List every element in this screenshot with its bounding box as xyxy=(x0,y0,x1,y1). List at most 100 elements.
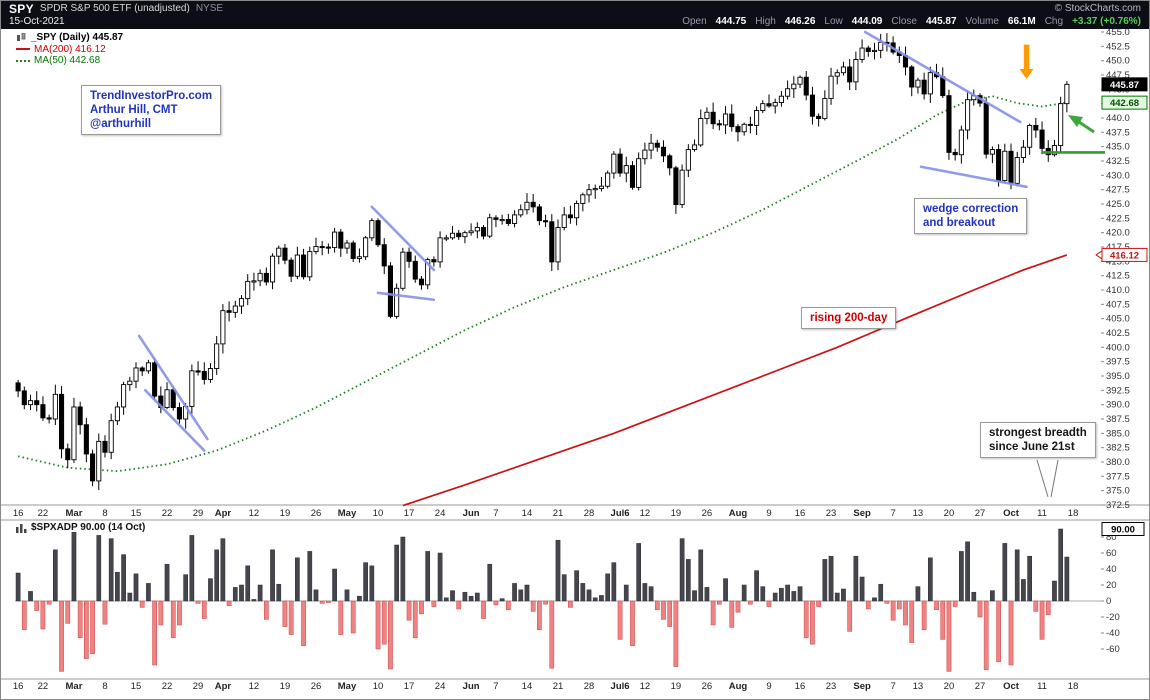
volume-value: 66.1M xyxy=(1007,16,1036,27)
svg-text:19: 19 xyxy=(671,681,682,692)
svg-text:7: 7 xyxy=(890,508,895,519)
legend-ma50-row: MA(50) 442.68 xyxy=(16,55,123,67)
svg-text:-40: -40 xyxy=(1106,628,1120,639)
wedge-annotation: wedge correction and breakout xyxy=(914,198,1028,234)
svg-text:-20: -20 xyxy=(1106,612,1120,623)
rising-200-day-annotation: rising 200-day xyxy=(801,307,897,329)
svg-text:15: 15 xyxy=(131,508,142,519)
svg-text:16: 16 xyxy=(13,681,24,692)
svg-text:Sep: Sep xyxy=(853,508,871,519)
open-label: Open xyxy=(682,16,707,27)
svg-text:397.5: 397.5 xyxy=(1106,357,1130,368)
svg-text:21: 21 xyxy=(553,508,564,519)
svg-text:Jun: Jun xyxy=(463,508,480,519)
ma50-line-swatch xyxy=(16,59,30,62)
svg-text:11: 11 xyxy=(1037,681,1047,692)
svg-text:22: 22 xyxy=(162,508,173,519)
high-label: High xyxy=(755,16,776,27)
svg-text:387.5: 387.5 xyxy=(1106,414,1130,425)
svg-text:14: 14 xyxy=(522,508,533,519)
svg-text:18: 18 xyxy=(1068,681,1079,692)
svg-text:410.0: 410.0 xyxy=(1106,285,1130,296)
svg-text:-60: -60 xyxy=(1106,644,1120,655)
svg-text:20: 20 xyxy=(944,681,955,692)
breadth-panel-legend: $SPXADP 90.00 (14 Oct) xyxy=(16,522,145,533)
svg-text:14: 14 xyxy=(522,681,533,692)
breadth-legend-label: $SPXADP 90.00 (14 Oct) xyxy=(31,522,146,533)
svg-text:May: May xyxy=(338,681,357,692)
svg-text:24: 24 xyxy=(435,508,446,519)
svg-text:9: 9 xyxy=(766,681,771,692)
svg-text:390.0: 390.0 xyxy=(1106,400,1130,411)
credit-line-2: Arthur Hill, CMT xyxy=(90,104,178,116)
breadth-line-2: since June 21st xyxy=(989,441,1075,453)
svg-text:22: 22 xyxy=(162,681,173,692)
svg-text:17: 17 xyxy=(404,508,415,519)
svg-text:7: 7 xyxy=(493,508,498,519)
svg-text:Jul6: Jul6 xyxy=(611,681,630,692)
ma200-line-swatch xyxy=(16,48,30,51)
svg-text:26: 26 xyxy=(702,681,713,692)
close-value: 445.87 xyxy=(925,16,957,27)
stockcharts-copyright-link[interactable]: © StockCharts.com xyxy=(1054,3,1141,14)
main-chart-legend: _SPY (Daily) 445.87 MA(200) 416.12 MA(50… xyxy=(16,32,123,67)
svg-text:18: 18 xyxy=(1068,508,1079,519)
svg-text:407.5: 407.5 xyxy=(1106,299,1130,310)
svg-text:19: 19 xyxy=(280,681,291,692)
svg-text:8: 8 xyxy=(102,681,107,692)
svg-text:26: 26 xyxy=(702,508,713,519)
chart-date: 15-Oct-2021 xyxy=(9,16,65,27)
svg-text:16: 16 xyxy=(795,508,806,519)
svg-text:417.5: 417.5 xyxy=(1106,242,1130,253)
svg-text:22: 22 xyxy=(38,681,49,692)
svg-text:28: 28 xyxy=(584,508,595,519)
security-name: SPDR S&P 500 ETF (unadjusted) xyxy=(39,3,190,14)
svg-text:11: 11 xyxy=(1037,508,1047,519)
svg-text:385.0: 385.0 xyxy=(1106,428,1130,439)
chg-value: +3.37 (+0.76%) xyxy=(1072,16,1141,27)
svg-text:Oct: Oct xyxy=(1003,508,1020,519)
svg-text:7: 7 xyxy=(890,681,895,692)
svg-text:21: 21 xyxy=(553,681,564,692)
svg-text:May: May xyxy=(338,508,357,519)
svg-text:13: 13 xyxy=(913,508,924,519)
svg-text:16: 16 xyxy=(795,681,806,692)
svg-text:9: 9 xyxy=(766,508,771,519)
svg-text:405.0: 405.0 xyxy=(1106,314,1130,325)
svg-text:432.5: 432.5 xyxy=(1106,156,1130,167)
svg-text:422.5: 422.5 xyxy=(1106,213,1130,224)
candlestick-chart-icon xyxy=(17,32,26,41)
breadth-line-1: strongest breadth xyxy=(989,427,1087,439)
svg-text:377.5: 377.5 xyxy=(1106,471,1130,482)
credit-line-1: TrendInvestorPro.com xyxy=(90,90,213,102)
svg-text:27: 27 xyxy=(975,508,986,519)
svg-text:440.0: 440.0 xyxy=(1106,113,1130,124)
low-value: 444.09 xyxy=(851,16,883,27)
svg-text:26: 26 xyxy=(311,508,322,519)
svg-text:13: 13 xyxy=(913,681,924,692)
svg-text:Sep: Sep xyxy=(853,681,871,692)
svg-text:12: 12 xyxy=(640,681,651,692)
svg-text:375.0: 375.0 xyxy=(1106,486,1130,497)
svg-text:412.5: 412.5 xyxy=(1106,271,1130,282)
svg-text:20: 20 xyxy=(1106,580,1117,591)
svg-text:22: 22 xyxy=(38,508,49,519)
svg-text:Jul6: Jul6 xyxy=(611,508,630,519)
credit-line-3: @arthurhill xyxy=(90,118,152,130)
header-title-row: SPY SPDR S&P 500 ETF (unadjusted) NYSE ©… xyxy=(1,2,1149,16)
legend-ma50-label: MA(50) 442.68 xyxy=(34,55,101,66)
svg-text:Apr: Apr xyxy=(215,508,232,519)
legend-ma200-row: MA(200) 416.12 xyxy=(16,44,123,56)
low-label: Low xyxy=(824,16,843,27)
svg-text:29: 29 xyxy=(193,508,204,519)
svg-text:445.87: 445.87 xyxy=(1110,80,1139,91)
svg-text:Mar: Mar xyxy=(66,681,83,692)
svg-text:26: 26 xyxy=(311,681,322,692)
wedge-line-2: and breakout xyxy=(923,217,996,229)
svg-text:372.5: 372.5 xyxy=(1106,500,1130,511)
svg-text:17: 17 xyxy=(404,681,415,692)
svg-text:12: 12 xyxy=(640,508,651,519)
svg-text:27: 27 xyxy=(975,681,986,692)
chart-header: SPY SPDR S&P 500 ETF (unadjusted) NYSE ©… xyxy=(1,1,1149,29)
credit-annotation: TrendInvestorPro.com Arthur Hill, CMT @a… xyxy=(81,85,222,135)
